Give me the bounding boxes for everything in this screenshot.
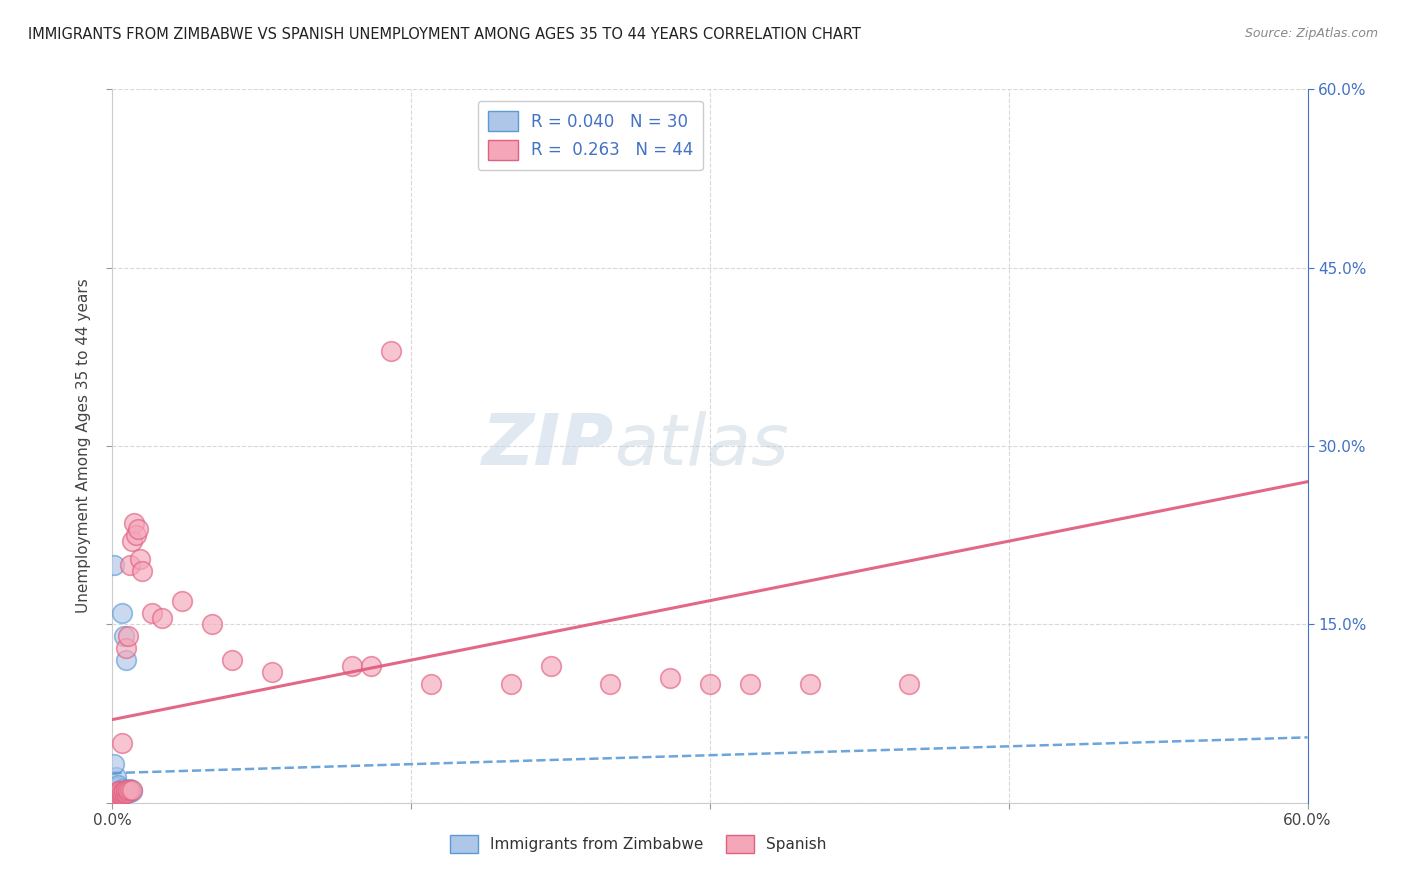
Point: [114, 784, 135, 798]
Point: [114, 786, 135, 800]
Point: [115, 786, 138, 800]
Point: [898, 677, 921, 691]
Point: [150, 611, 173, 625]
Point: [115, 653, 138, 667]
Point: [103, 788, 125, 802]
Point: [114, 629, 135, 643]
Point: [111, 788, 134, 802]
Point: [659, 671, 682, 685]
Text: IMMIGRANTS FROM ZIMBABWE VS SPANISH UNEMPLOYMENT AMONG AGES 35 TO 44 YEARS CORRE: IMMIGRANTS FROM ZIMBABWE VS SPANISH UNEM…: [28, 27, 860, 42]
Point: [111, 736, 134, 750]
Point: [114, 784, 135, 798]
Point: [110, 788, 132, 802]
Point: [105, 784, 128, 798]
Text: atlas: atlas: [614, 411, 789, 481]
Point: [117, 782, 139, 797]
Text: Source: ZipAtlas.com: Source: ZipAtlas.com: [1244, 27, 1378, 40]
Point: [107, 788, 129, 802]
Point: [105, 788, 128, 802]
Point: [340, 659, 363, 673]
Point: [127, 522, 149, 536]
Point: [107, 778, 129, 792]
Point: [114, 786, 135, 800]
Point: [105, 789, 128, 803]
Point: [111, 785, 134, 799]
Point: [201, 617, 224, 632]
Point: [107, 780, 129, 795]
Point: [599, 677, 621, 691]
Point: [360, 659, 382, 673]
Point: [799, 677, 821, 691]
Point: [120, 785, 142, 799]
Point: [117, 782, 139, 797]
Point: [120, 782, 142, 797]
Point: [540, 659, 562, 673]
Point: [105, 788, 128, 802]
Point: [131, 564, 153, 578]
Point: [380, 343, 402, 358]
Point: [110, 786, 132, 800]
Point: [121, 534, 143, 549]
Point: [420, 677, 443, 691]
Point: [111, 781, 134, 796]
Point: [107, 786, 129, 800]
Point: [129, 552, 152, 566]
Point: [103, 756, 125, 771]
Point: [125, 528, 148, 542]
Text: ZIP: ZIP: [482, 411, 614, 481]
Point: [111, 606, 134, 620]
Point: [115, 784, 138, 798]
Y-axis label: Unemployment Among Ages 35 to 44 years: Unemployment Among Ages 35 to 44 years: [76, 278, 91, 614]
Point: [110, 784, 132, 798]
Point: [107, 786, 129, 800]
Point: [141, 606, 163, 620]
Point: [124, 516, 146, 531]
Point: [738, 677, 761, 691]
Point: [120, 781, 142, 796]
Point: [120, 558, 142, 572]
Point: [699, 677, 721, 691]
Point: [115, 641, 138, 656]
Point: [115, 782, 138, 797]
Point: [107, 784, 129, 798]
Point: [221, 653, 243, 667]
Point: [117, 785, 139, 799]
Point: [111, 788, 134, 802]
Point: [121, 782, 143, 797]
Point: [103, 558, 125, 572]
Point: [117, 785, 139, 799]
Point: [110, 784, 132, 798]
Point: [172, 593, 194, 607]
Point: [111, 785, 134, 799]
Point: [117, 629, 139, 643]
Point: [107, 785, 129, 799]
Point: [499, 677, 522, 691]
Point: [121, 784, 143, 798]
Point: [260, 665, 283, 679]
Point: [115, 786, 138, 800]
Point: [103, 789, 125, 804]
Point: [110, 789, 132, 803]
Point: [105, 770, 128, 784]
Legend: Immigrants from Zimbabwe, Spanish: Immigrants from Zimbabwe, Spanish: [444, 829, 832, 859]
